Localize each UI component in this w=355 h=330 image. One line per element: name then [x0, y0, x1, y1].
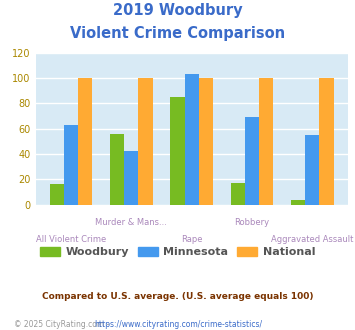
- Text: Violent Crime Comparison: Violent Crime Comparison: [70, 26, 285, 41]
- Bar: [124, 151, 138, 205]
- Bar: [305, 135, 320, 205]
- Bar: [78, 78, 92, 205]
- Bar: [64, 125, 78, 205]
- Text: https://www.cityrating.com/crime-statistics/: https://www.cityrating.com/crime-statist…: [94, 320, 262, 329]
- Bar: [50, 184, 64, 205]
- Bar: [245, 117, 259, 205]
- Bar: [291, 200, 305, 205]
- Bar: [320, 78, 334, 205]
- Bar: [110, 134, 124, 205]
- Text: Robbery: Robbery: [235, 218, 269, 227]
- Bar: [231, 183, 245, 205]
- Text: All Violent Crime: All Violent Crime: [36, 235, 106, 244]
- Bar: [185, 74, 199, 205]
- Bar: [199, 78, 213, 205]
- Text: © 2025 CityRating.com -: © 2025 CityRating.com -: [14, 320, 112, 329]
- Bar: [138, 78, 153, 205]
- Text: Aggravated Assault: Aggravated Assault: [271, 235, 354, 244]
- Bar: [170, 97, 185, 205]
- Text: Rape: Rape: [181, 235, 202, 244]
- Bar: [259, 78, 273, 205]
- Text: 2019 Woodbury: 2019 Woodbury: [113, 3, 242, 18]
- Legend: Woodbury, Minnesota, National: Woodbury, Minnesota, National: [36, 242, 320, 262]
- Text: Murder & Mans...: Murder & Mans...: [95, 218, 167, 227]
- Text: Compared to U.S. average. (U.S. average equals 100): Compared to U.S. average. (U.S. average …: [42, 292, 313, 301]
